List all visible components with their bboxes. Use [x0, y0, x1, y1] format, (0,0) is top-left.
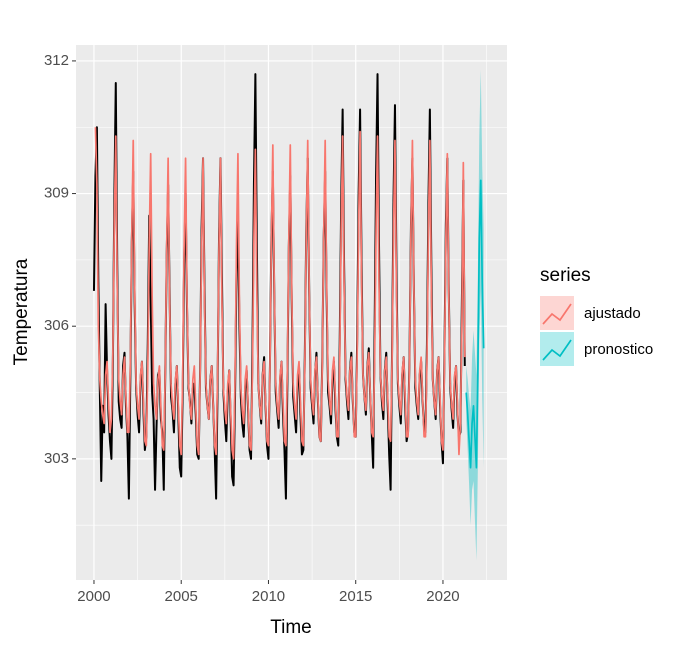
y-tick-label: 306 [44, 317, 69, 334]
y-axis-title: Temperatura [11, 258, 32, 365]
legend-key [542, 303, 572, 325]
legend-key-bg [540, 296, 574, 330]
x-tick-label: 2010 [252, 588, 285, 605]
legend-key [542, 339, 572, 361]
y-tick-label: 312 [44, 52, 69, 69]
forecast-band [466, 69, 484, 561]
y-tick-label: 309 [44, 185, 69, 202]
series-line [465, 179, 485, 469]
x-tick-label: 2015 [339, 588, 372, 605]
legend-title: series [540, 265, 591, 286]
x-tick-label: 2000 [77, 588, 110, 605]
legend-key-bg [540, 332, 574, 366]
legend-label: ajustado [584, 305, 641, 322]
x-tick-label: 2020 [426, 588, 459, 605]
y-tick-label: 303 [44, 450, 69, 467]
x-axis-title: Time [270, 617, 312, 638]
legend: ajustado pronostico [540, 296, 653, 366]
legend-label: pronostico [584, 341, 653, 358]
series-line [94, 127, 466, 460]
marks [92, 69, 485, 561]
x-tick-label: 2005 [165, 588, 198, 605]
